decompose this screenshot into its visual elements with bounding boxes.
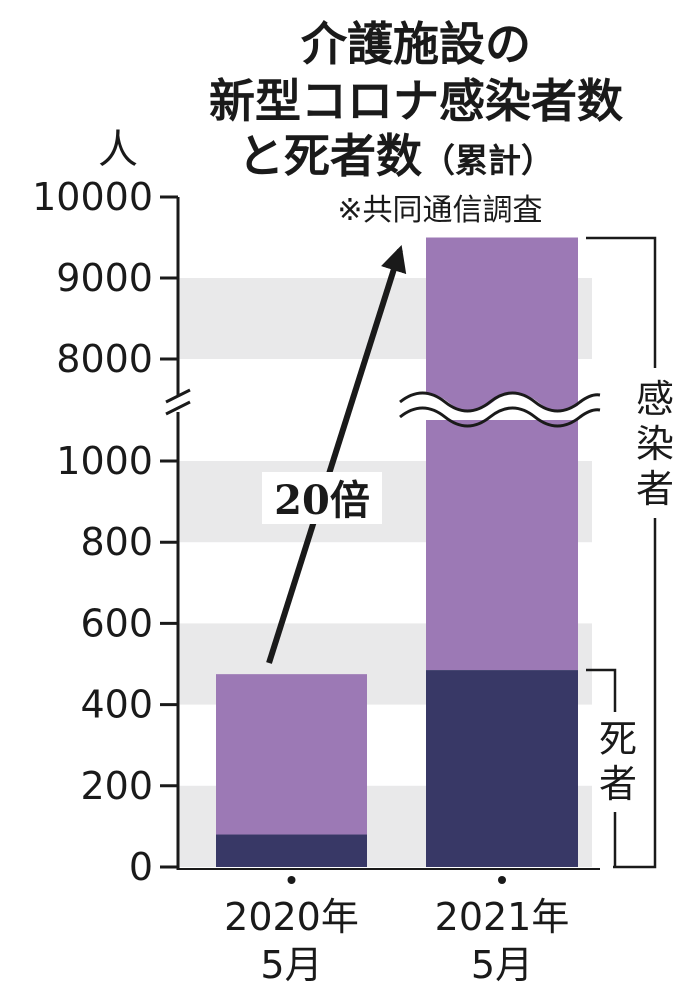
y-tick-label: 10000	[32, 175, 153, 219]
category-label-year: 2021年	[435, 895, 570, 939]
y-tick-label: 8000	[56, 337, 153, 381]
bar-group	[216, 237, 578, 867]
y-tick-label: 0	[129, 845, 153, 889]
category-label-month: 5月	[471, 943, 533, 987]
bar-break-wave	[403, 393, 600, 420]
axis-break-mark-2	[165, 400, 191, 416]
deaths-side-label-char: 死	[599, 717, 637, 761]
category-dot	[287, 876, 296, 884]
y-tick-label: 200	[80, 764, 153, 808]
infected-label-bg	[630, 368, 680, 518]
bar-break-wave-upper-line	[399, 391, 601, 413]
multiplier-label-bg	[262, 472, 382, 524]
growth-arrow	[266, 244, 407, 664]
bar-infected	[426, 237, 578, 671]
chart-title-line3-main: と死者数	[238, 129, 422, 183]
bar-break-wave-lower-line	[399, 406, 601, 428]
chart-title-line3-suffix: （累計）	[422, 141, 554, 180]
category-label-month: 5月	[260, 943, 322, 987]
chart-title-line1: 介護施設の	[301, 17, 531, 71]
infected-bracket	[586, 236, 657, 869]
y-tick-label: 9000	[56, 256, 153, 300]
bar-deaths	[426, 670, 578, 867]
infected-side-label-char: 感	[636, 377, 674, 421]
multiplier-number: 20	[274, 477, 330, 524]
category-dot	[498, 876, 506, 884]
y-tick-label: 600	[80, 601, 153, 645]
y-tick-label: 800	[80, 520, 153, 564]
deaths-side-label-char: 者	[599, 762, 637, 806]
y-tick-label: 1000	[56, 439, 153, 483]
axis-break-mark-1	[165, 388, 191, 404]
y-tick-label: 400	[80, 683, 153, 727]
chart-title-line2: 新型コロナ感染者数	[209, 74, 623, 128]
bar-infected	[216, 674, 367, 835]
chart-title-line3: と死者数（累計）	[238, 129, 554, 183]
infected-side-label-char: 染	[636, 422, 674, 466]
infected-side-label-char: 者	[636, 467, 674, 511]
y-axis-ticks: 0 200 400 600 800 1000 8000 9000 10000	[32, 175, 178, 889]
deaths-label-bg	[596, 712, 640, 812]
y-unit-label: 人	[98, 127, 138, 173]
category-label-year: 2020年	[224, 895, 359, 939]
multiplier-suffix: 倍	[330, 477, 370, 524]
bar-deaths	[216, 834, 367, 867]
multiplier-label: 20倍	[274, 477, 370, 524]
source-note: ※共同通信調査	[337, 193, 542, 228]
